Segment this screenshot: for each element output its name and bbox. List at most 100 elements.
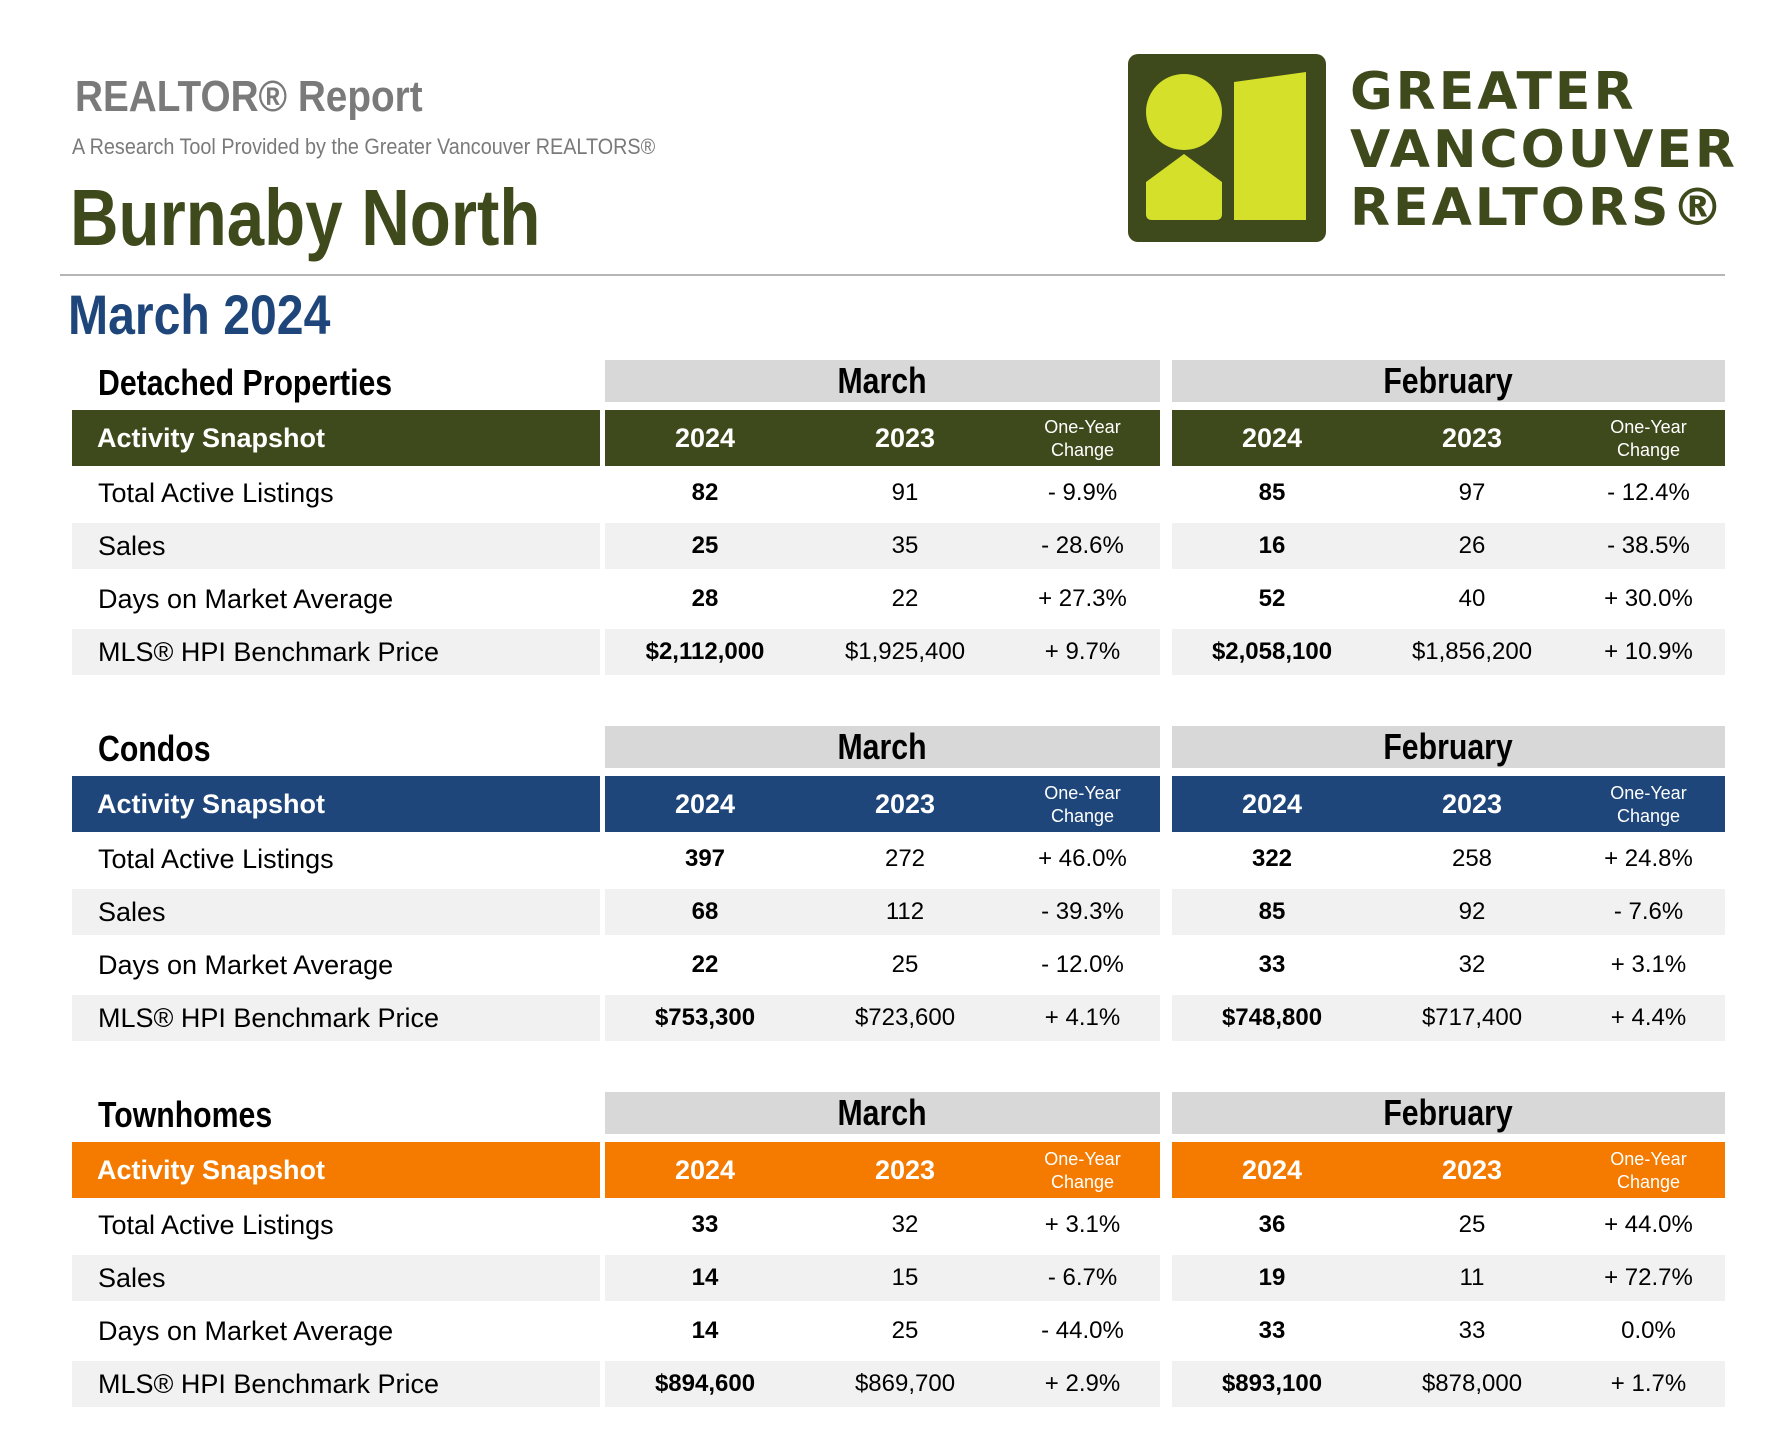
value-mar-change: + 46.0% <box>1038 845 1127 872</box>
row-stripe <box>1172 995 1725 1041</box>
logo-line-vancouver: VANCOUVER <box>1350 120 1738 180</box>
row-label: Days on Market Average <box>98 584 394 614</box>
month-label: March <box>837 726 928 767</box>
row-stripe <box>605 889 1160 935</box>
value-mar-2023: 272 <box>884 845 926 872</box>
change-line-1: One-Year <box>1610 1149 1687 1169</box>
value-feb-change: 0.0% <box>1621 1317 1676 1344</box>
year-2024-header: 2024 <box>1241 789 1303 819</box>
row-stripe <box>72 889 600 935</box>
value-mar-2023: $1,925,400 <box>844 638 966 665</box>
value-feb-2024: $2,058,100 <box>1211 638 1333 665</box>
header-band <box>605 776 1160 832</box>
year-2024-header: 2024 <box>674 423 736 453</box>
value-feb-change: + 3.1% <box>1610 951 1687 978</box>
activity-snapshot-label: Activity Snapshot <box>72 1142 600 1198</box>
value-feb-2024: 36 <box>1258 1211 1286 1238</box>
value-mar-2024: $2,112,000 <box>645 638 765 665</box>
report-period: March 2024 <box>68 283 331 346</box>
value-feb-2023: 11 <box>1459 1264 1485 1291</box>
value-feb-2024: 33 <box>1258 1317 1286 1344</box>
section-condos: Condos March 2024 2023 One-Year Change Februar… <box>0 726 1782 1066</box>
section-townhomes: Townhomes March 2024 2023 One-Year Change Febr… <box>0 1092 1782 1432</box>
month-label: February <box>1383 726 1514 767</box>
value-feb-2024: 16 <box>1258 532 1286 559</box>
activity-snapshot-label: Activity Snapshot <box>72 410 600 466</box>
value-feb-2023: 25 <box>1458 1211 1486 1238</box>
change-line-1: One-Year <box>1044 417 1121 437</box>
report-title: REALTOR® Report <box>75 72 423 121</box>
value-mar-2023: 32 <box>891 1211 919 1238</box>
value-mar-change: - 39.3% <box>1041 898 1124 925</box>
row-stripe <box>1172 1255 1725 1301</box>
change-line-2: Change <box>1616 806 1681 826</box>
row-label: Days on Market Average <box>98 950 394 980</box>
value-feb-2023: $717,400 <box>1421 1004 1523 1031</box>
value-mar-change: + 2.9% <box>1044 1370 1121 1397</box>
value-mar-2023: $869,700 <box>854 1370 956 1397</box>
value-mar-2024: 82 <box>691 479 719 506</box>
value-feb-change: + 1.7% <box>1610 1370 1687 1397</box>
header-band <box>1172 776 1725 832</box>
value-feb-2023: 26 <box>1458 532 1486 559</box>
value-mar-2023: 15 <box>891 1264 919 1291</box>
year-2024-header: 2024 <box>1241 1155 1303 1185</box>
value-mar-2023: $723,600 <box>854 1004 956 1031</box>
gvr-logo: GREATER VANCOUVER REALTORS® <box>1128 54 1756 244</box>
value-feb-2023: 40 <box>1458 585 1486 612</box>
value-mar-2024: 33 <box>691 1211 719 1238</box>
row-stripe <box>605 523 1160 569</box>
value-feb-change: + 72.7% <box>1604 1264 1693 1291</box>
value-feb-2023: 258 <box>1451 845 1493 872</box>
year-2023-header: 2023 <box>1441 789 1503 819</box>
value-mar-2024: 14 <box>691 1317 719 1344</box>
value-feb-change: - 12.4% <box>1607 479 1690 506</box>
row-label: Total Active Listings <box>98 1210 334 1240</box>
row-label: Sales <box>98 531 166 561</box>
header-band <box>1172 410 1725 466</box>
row-label: Sales <box>98 1263 166 1293</box>
month-label: February <box>1383 360 1514 401</box>
header-band <box>605 1142 1160 1198</box>
row-stripe <box>1172 629 1725 675</box>
value-feb-2023: 32 <box>1458 951 1486 978</box>
month-header-feb: February <box>1172 726 1725 768</box>
value-mar-2024: 397 <box>684 845 726 872</box>
row-label: MLS® HPI Benchmark Price <box>98 1369 439 1399</box>
row-stripe <box>72 995 600 1041</box>
value-mar-change: + 27.3% <box>1038 585 1127 612</box>
row-label: MLS® HPI Benchmark Price <box>98 1003 439 1033</box>
value-mar-2024: 28 <box>691 585 719 612</box>
one-year-change-header: One-Year Change <box>1005 1148 1160 1194</box>
value-feb-change: + 24.8% <box>1604 845 1693 872</box>
row-stripe <box>1172 889 1725 935</box>
value-mar-change: + 4.1% <box>1044 1004 1121 1031</box>
section-title: Townhomes <box>98 1094 273 1135</box>
value-mar-change: + 9.7% <box>1044 638 1121 665</box>
value-feb-change: + 44.0% <box>1604 1211 1693 1238</box>
row-stripe <box>72 1255 600 1301</box>
area-name: Burnaby North <box>70 173 541 262</box>
value-mar-change: + 3.1% <box>1044 1211 1121 1238</box>
value-feb-2024: 52 <box>1258 585 1286 612</box>
value-feb-2023: $878,000 <box>1421 1370 1523 1397</box>
change-line-2: Change <box>1050 440 1115 460</box>
value-mar-2023: 25 <box>891 951 919 978</box>
one-year-change-header: One-Year Change <box>1572 1148 1725 1194</box>
month-header-feb: February <box>1172 360 1725 402</box>
year-2024-header: 2024 <box>674 1155 736 1185</box>
value-mar-change: - 44.0% <box>1041 1317 1124 1344</box>
value-mar-2023: 22 <box>891 585 919 612</box>
month-header-mar: March <box>605 360 1160 402</box>
row-label: Sales <box>98 897 166 927</box>
row-stripe <box>72 523 600 569</box>
month-label: February <box>1383 1092 1514 1133</box>
change-line-1: One-Year <box>1044 1149 1121 1169</box>
month-header-feb: February <box>1172 1092 1725 1134</box>
row-stripe <box>72 629 600 675</box>
value-mar-change: - 28.6% <box>1041 532 1124 559</box>
change-line-2: Change <box>1616 440 1681 460</box>
value-mar-change: - 6.7% <box>1047 1264 1118 1291</box>
value-feb-2024: 85 <box>1258 479 1286 506</box>
year-2023-header: 2023 <box>874 789 936 819</box>
